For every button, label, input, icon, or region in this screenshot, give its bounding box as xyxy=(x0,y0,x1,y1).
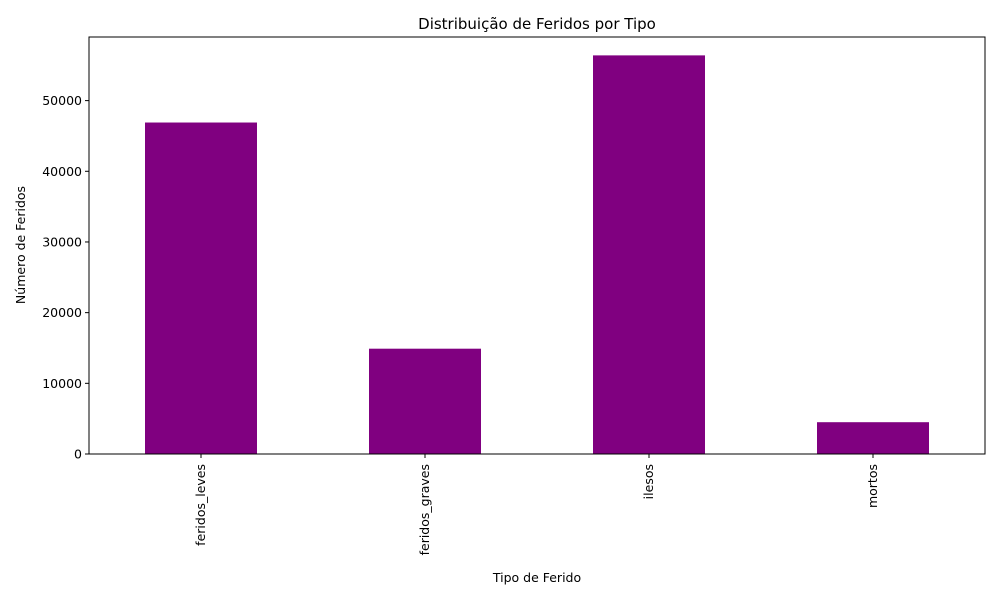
y-tick-label: 20000 xyxy=(42,305,82,320)
y-tick-label: 10000 xyxy=(42,376,82,391)
bars-group xyxy=(145,55,929,455)
y-tick-label: 50000 xyxy=(42,93,82,108)
bar-feridos-graves xyxy=(369,348,481,454)
x-tick-label: mortos xyxy=(865,464,880,508)
bar-mortos xyxy=(817,422,929,454)
x-tick-label: feridos_graves xyxy=(417,464,432,555)
x-ticks-group: feridos_leves feridos_graves ilesos mortos xyxy=(193,454,880,555)
y-tick-label: 40000 xyxy=(42,164,82,179)
bar-feridos-leves xyxy=(145,122,257,455)
x-axis-label: Tipo de Ferido xyxy=(492,570,581,585)
y-tick-label: 30000 xyxy=(42,234,82,249)
bar-ilesos xyxy=(593,55,705,454)
x-tick-label: feridos_leves xyxy=(193,464,208,546)
y-axis-label: Número de Feridos xyxy=(13,186,28,304)
x-tick-label: ilesos xyxy=(641,464,656,499)
chart-title: Distribuição de Feridos por Tipo xyxy=(418,15,656,33)
plot-frame xyxy=(88,36,986,455)
y-ticks-group: 0 10000 20000 30000 40000 50000 xyxy=(42,93,89,462)
y-tick-label: 0 xyxy=(74,447,82,462)
